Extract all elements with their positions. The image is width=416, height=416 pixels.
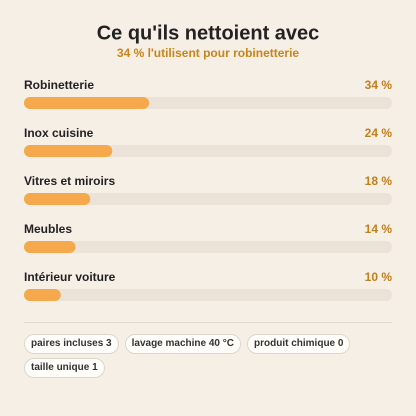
chart-title: Ce qu'ils nettoient avec bbox=[97, 22, 320, 44]
value-label: 10 % bbox=[365, 270, 393, 284]
category-label: Intérieur voiture bbox=[24, 270, 116, 284]
bar bbox=[24, 145, 113, 157]
chart: Ce qu'ils nettoient avec 34 % l'utilisen… bbox=[24, 22, 393, 323]
category-label: Vitres et miroirs bbox=[24, 174, 115, 188]
value-label: 24 % bbox=[365, 126, 393, 140]
bar bbox=[24, 289, 61, 301]
category-label: Robinetterie bbox=[24, 78, 94, 92]
value-label: 14 % bbox=[365, 222, 393, 236]
bar-track bbox=[24, 241, 392, 253]
chip: paires incluses 3 bbox=[24, 334, 119, 354]
bar bbox=[24, 193, 91, 205]
value-label: 18 % bbox=[365, 174, 393, 188]
category-label: Inox cuisine bbox=[24, 126, 94, 140]
chart-subtitle: 34 % l'utilisent pour robinetterie bbox=[117, 46, 300, 60]
bar bbox=[24, 241, 76, 253]
chip: produit chimique 0 bbox=[247, 334, 351, 354]
bar-track bbox=[24, 193, 392, 205]
chip: lavage machine 40 °C bbox=[124, 334, 241, 354]
category-label: Meubles bbox=[24, 222, 72, 236]
bar-track bbox=[24, 289, 392, 301]
bar bbox=[24, 97, 150, 109]
chip: taille unique 1 bbox=[24, 358, 105, 378]
value-label: 34 % bbox=[365, 78, 393, 92]
chip-list: paires incluses 3 lavage machine 40 °C pro… bbox=[24, 334, 394, 378]
bar-track bbox=[24, 145, 392, 157]
